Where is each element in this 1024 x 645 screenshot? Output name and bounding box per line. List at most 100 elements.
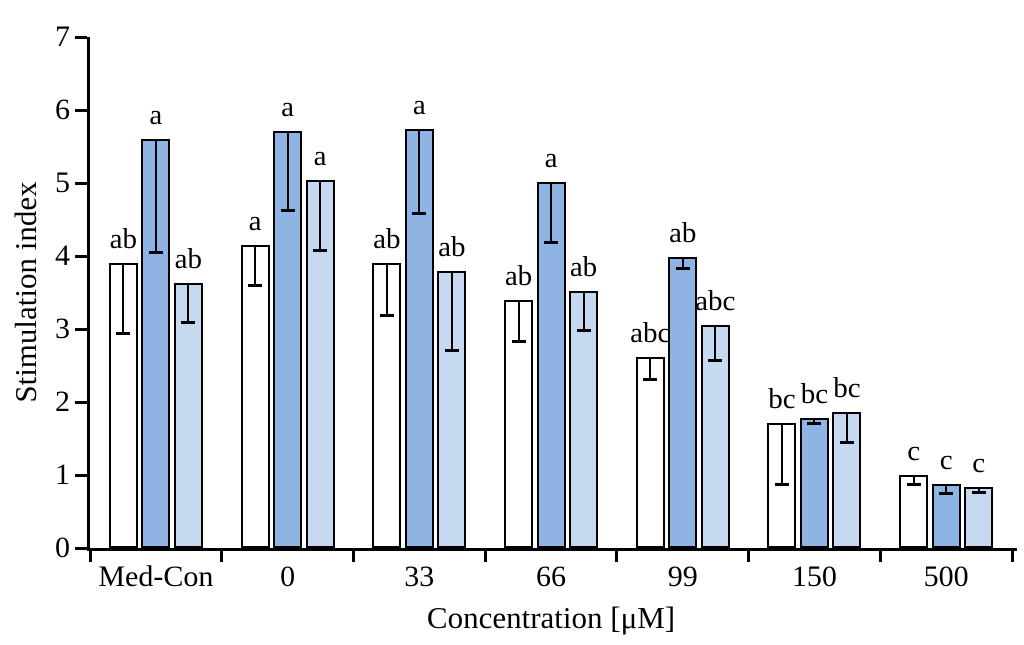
bar-medium-blue-bars-99 xyxy=(668,256,698,548)
bar-white-bars-99 xyxy=(635,357,665,548)
error-bar-cap xyxy=(774,483,789,487)
y-tick xyxy=(75,182,87,185)
error-bar-cap xyxy=(379,314,394,318)
error-bar-cap xyxy=(412,211,427,215)
error-bar-line xyxy=(582,293,585,331)
significance-label: bc xyxy=(800,378,829,411)
y-tick-label: 7 xyxy=(55,20,70,53)
bar-white-bars-500 xyxy=(899,475,929,548)
x-tick xyxy=(88,548,92,562)
x-tick xyxy=(878,548,882,562)
x-tick xyxy=(220,548,224,562)
significance-label: ab xyxy=(669,216,697,249)
y-tick-label: 2 xyxy=(55,385,70,418)
error-bar-line xyxy=(254,247,257,286)
significance-label: abc xyxy=(695,285,736,318)
y-tick xyxy=(75,547,87,550)
bar-light-blue-bars-99 xyxy=(700,325,730,548)
error-bar-cap xyxy=(444,349,459,353)
error-bar-line xyxy=(187,285,190,322)
error-bar-cap xyxy=(116,331,131,335)
error-bar-line xyxy=(813,420,816,424)
bar-light-blue-bars-500 xyxy=(964,487,994,548)
error-bar-line xyxy=(945,486,948,494)
x-category-label: 99 xyxy=(667,560,698,593)
error-bar-cap xyxy=(675,267,690,271)
x-tick xyxy=(483,548,487,562)
x-tick xyxy=(1010,548,1014,562)
error-bar-cap xyxy=(248,284,263,288)
error-bar-cap xyxy=(280,209,295,212)
error-bar-line xyxy=(418,130,421,213)
significance-label: a xyxy=(412,88,426,121)
y-tick-label: 0 xyxy=(55,531,70,564)
x-category-label: 66 xyxy=(536,560,566,593)
x-tick xyxy=(615,548,619,562)
significance-label: a xyxy=(544,141,558,174)
error-bar-line xyxy=(122,265,125,333)
error-bar-cap xyxy=(511,340,526,344)
error-bar-line xyxy=(681,258,684,269)
error-bar-line xyxy=(154,141,157,253)
bar-white-bars-0 xyxy=(240,245,270,548)
significance-label: c xyxy=(972,447,986,480)
y-tick xyxy=(75,109,87,112)
error-bar-line xyxy=(550,183,552,243)
error-bar-cap xyxy=(643,377,658,381)
error-bar-cap xyxy=(939,492,954,496)
y-tick xyxy=(75,255,87,258)
error-bar-cap xyxy=(839,441,854,445)
error-bar-cap xyxy=(148,251,163,255)
x-tick xyxy=(351,548,355,562)
significance-label: ab xyxy=(504,259,533,292)
error-bar-cap xyxy=(971,490,986,494)
y-axis-line xyxy=(87,37,90,551)
significance-label: c xyxy=(907,435,921,467)
significance-label: bc xyxy=(768,383,796,416)
y-tick-label: 5 xyxy=(55,166,70,199)
significance-label: ab xyxy=(569,251,598,284)
y-tick-label: 6 xyxy=(55,93,70,126)
y-tick xyxy=(75,36,87,39)
error-bar-cap xyxy=(906,483,921,487)
significance-label: a xyxy=(248,205,262,238)
significance-label: a xyxy=(281,91,294,124)
error-bar-line xyxy=(977,489,980,492)
y-tick-label: 3 xyxy=(55,312,70,345)
error-bar-line xyxy=(649,359,652,379)
error-bar-cap xyxy=(708,358,723,362)
significance-label: ab xyxy=(373,223,401,256)
significance-label: ab xyxy=(174,243,203,275)
bar-medium-blue-bars-150 xyxy=(799,418,829,548)
error-bar-line xyxy=(450,272,453,351)
significance-label: abc xyxy=(630,317,671,350)
bar-white-bars-66 xyxy=(504,299,533,548)
error-bar-line xyxy=(845,414,848,443)
significance-label: a xyxy=(313,140,327,173)
error-bar-line xyxy=(385,265,388,316)
x-category-label: 150 xyxy=(791,560,837,593)
error-bar-line xyxy=(912,477,915,485)
error-bar-cap xyxy=(576,329,591,333)
significance-label: bc xyxy=(833,372,861,405)
x-category-label: 500 xyxy=(923,560,969,593)
x-category-label: Med-Con xyxy=(98,560,214,593)
bar-light-blue-bars-66 xyxy=(569,291,598,548)
error-bar-line xyxy=(319,182,322,251)
error-bar-line xyxy=(286,133,289,210)
error-bar-line xyxy=(714,327,717,360)
x-tick xyxy=(747,548,751,562)
error-bar-line xyxy=(780,425,783,485)
y-tick xyxy=(75,328,87,331)
x-category-label: 33 xyxy=(404,560,435,593)
error-bar-cap xyxy=(807,422,822,426)
significance-label: ab xyxy=(438,230,466,263)
y-tick-label: 1 xyxy=(55,458,70,491)
y-tick xyxy=(75,474,87,477)
x-category-label: 0 xyxy=(280,560,296,593)
error-bar-cap xyxy=(313,249,328,253)
y-tick xyxy=(75,401,87,404)
error-bar-cap xyxy=(544,241,558,245)
